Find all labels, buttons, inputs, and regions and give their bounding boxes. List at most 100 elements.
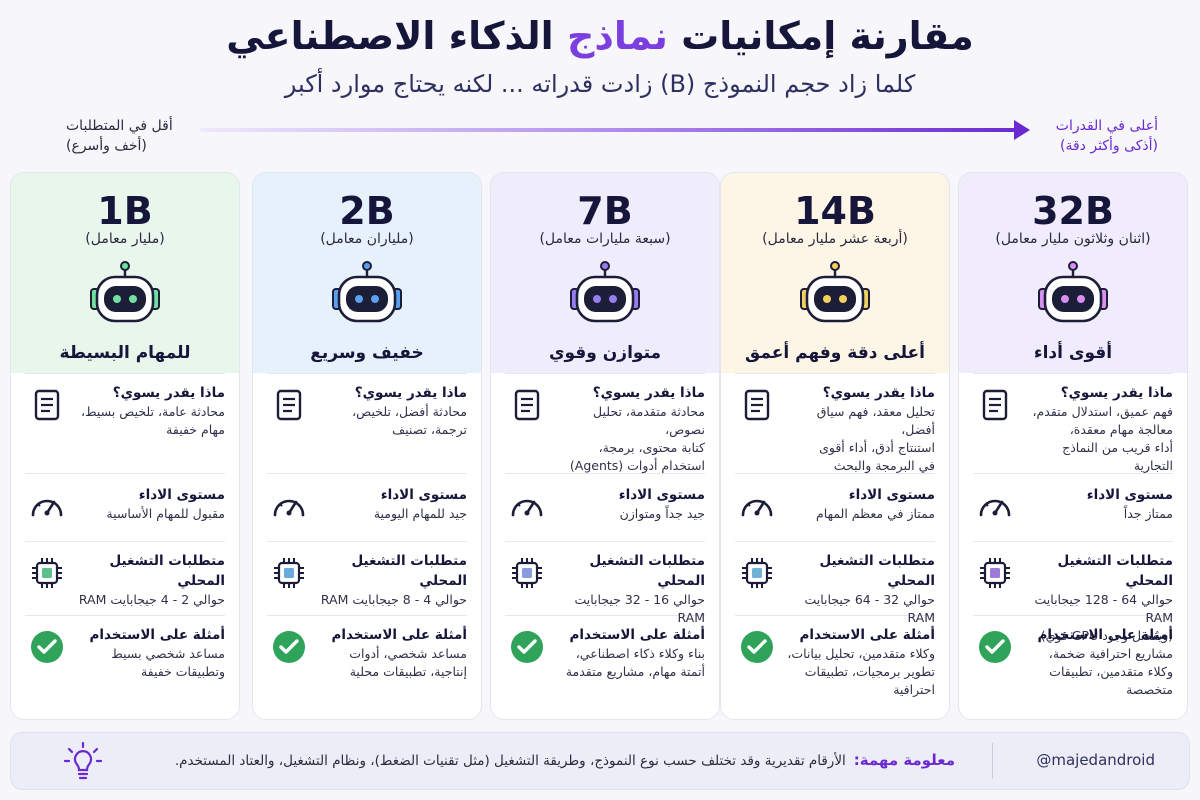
section-divider bbox=[735, 473, 935, 474]
section-divider bbox=[505, 373, 705, 374]
capability-line: معالجة مهام معقدة، bbox=[1069, 422, 1173, 437]
example-line: مساعد شخصي، أدوات bbox=[349, 646, 467, 661]
arrow-head-icon bbox=[1014, 120, 1030, 140]
requirements-icon-wrap bbox=[271, 555, 307, 591]
examples-icon-wrap bbox=[739, 629, 775, 665]
requirements-section: متطلبات التشغيل المحلي حوالي 64 - 128 جيج… bbox=[969, 551, 1173, 645]
speedometer-icon bbox=[741, 499, 773, 517]
capabilities-icon-wrap bbox=[509, 387, 545, 423]
section-divider bbox=[25, 541, 225, 542]
performance-icon-wrap bbox=[271, 489, 307, 525]
check-circle-icon bbox=[511, 631, 543, 663]
examples-section: أمثلة على الاستخدام وكلاء متقدمين، تحليل … bbox=[731, 625, 935, 699]
speedometer-icon bbox=[511, 499, 543, 517]
capabilities-icon-wrap bbox=[977, 387, 1013, 423]
capability-line: في البرمجة والبحث bbox=[833, 458, 935, 473]
robot-avatar bbox=[1035, 259, 1111, 329]
capabilities-section: ماذا يقدر يسوي؟ فهم عميق، استدلال متقدم، م… bbox=[969, 383, 1173, 475]
capabilities-section: ماذا يقدر يسوي؟ محادثة متقدمة، تحليل نصوص… bbox=[501, 383, 705, 475]
section-divider bbox=[505, 615, 705, 616]
model-card-1b: 1B (مليار معامل) للمهام البسيطة ماذا يقدر ي… bbox=[10, 172, 240, 720]
model-card-14b: 14B (أربعة عشر مليار معامل) أعلى دقة وفهم … bbox=[720, 172, 950, 720]
model-size-words: (أربعة عشر مليار معامل) bbox=[762, 231, 908, 247]
examples-title: أمثلة على الاستخدام bbox=[89, 627, 225, 643]
check-circle-icon bbox=[273, 631, 305, 663]
model-size-words: (مليار معامل) bbox=[85, 231, 165, 247]
performance-icon-wrap bbox=[739, 489, 775, 525]
examples-section: أمثلة على الاستخدام مشاريع احترافية ضخمة،… bbox=[969, 625, 1173, 699]
performance-title: مستوى الاداء bbox=[380, 487, 467, 503]
page-title: مقارنة إمكانيات نماذج الذكاء الاصطناعي bbox=[0, 14, 1200, 58]
capabilities-title: ماذا يقدر يسوي؟ bbox=[1060, 385, 1173, 401]
document-icon bbox=[34, 389, 60, 421]
section-divider bbox=[973, 541, 1173, 542]
section-divider bbox=[25, 373, 225, 374]
robot-avatar bbox=[329, 259, 405, 329]
examples-section: أمثلة على الاستخدام مساعد شخصي بسيط وتطبيق… bbox=[21, 625, 225, 681]
capability-line: فهم عميق، استدلال متقدم، bbox=[1032, 404, 1173, 419]
requirement-line: حوالي 64 - 128 جيجابايت RAM bbox=[1034, 592, 1173, 625]
section-divider bbox=[973, 373, 1173, 374]
performance-section: مستوى الاداء مقبول للمهام الأساسية bbox=[21, 485, 225, 523]
performance-section: مستوى الاداء ممتاز في معظم المهام bbox=[731, 485, 935, 523]
capabilities-section: ماذا يقدر يسوي؟ محادثة عامة، تلخيص بسيط، م… bbox=[21, 383, 225, 439]
section-divider bbox=[267, 615, 467, 616]
requirements-title: متطلبات التشغيل المحلي bbox=[819, 553, 935, 589]
robot-icon bbox=[570, 261, 640, 323]
section-divider bbox=[735, 615, 935, 616]
capabilities-title: ماذا يقدر يسوي؟ bbox=[822, 385, 935, 401]
scale-high-label: أعلى في القدرات (أذكى وأكثر دقة) bbox=[1056, 116, 1158, 156]
model-card-7b: 7B (سبعة مليارات معامل) متوازن وقوي ماذا يق… bbox=[490, 172, 720, 720]
model-tagline: متوازن وقوي bbox=[548, 343, 662, 363]
performance-section: مستوى الاداء ممتاز جداً bbox=[969, 485, 1173, 523]
speedometer-icon bbox=[273, 499, 305, 517]
performance-value: جيد جداً ومتوازن bbox=[619, 506, 705, 521]
performance-icon-wrap bbox=[977, 489, 1013, 525]
cpu-chip-icon bbox=[742, 558, 772, 588]
capability-line: ترجمة، تصنيف bbox=[392, 422, 467, 437]
scale-low-line2: (أخف وأسرع) bbox=[66, 138, 147, 154]
example-line: وتطبيقات خفيفة bbox=[140, 664, 225, 679]
examples-title: أمثلة على الاستخدام bbox=[1037, 627, 1173, 643]
requirements-section: متطلبات التشغيل المحلي حوالي 2 - 4 جيجابا… bbox=[21, 551, 225, 609]
section-divider bbox=[25, 473, 225, 474]
document-icon bbox=[982, 389, 1008, 421]
cpu-chip-icon bbox=[980, 558, 1010, 588]
performance-title: مستوى الاداء bbox=[138, 487, 225, 503]
requirements-icon-wrap bbox=[977, 555, 1013, 591]
examples-icon-wrap bbox=[271, 629, 307, 665]
performance-icon-wrap bbox=[509, 489, 545, 525]
example-line: مشاريع احترافية ضخمة، bbox=[1048, 646, 1173, 661]
example-line: وكلاء متقدمين، تحليل بيانات، bbox=[787, 646, 935, 661]
performance-value: ممتاز جداً bbox=[1123, 506, 1173, 521]
example-line: بناء وكلاء ذكاء اصطناعي، bbox=[575, 646, 705, 661]
check-circle-icon bbox=[741, 631, 773, 663]
performance-value: جيد للمهام اليومية bbox=[373, 506, 467, 521]
examples-title: أمثلة على الاستخدام bbox=[331, 627, 467, 643]
example-line: مساعد شخصي بسيط bbox=[111, 646, 225, 661]
requirements-title: متطلبات التشغيل المحلي bbox=[109, 553, 225, 589]
performance-title: مستوى الاداء bbox=[1086, 487, 1173, 503]
speedometer-icon bbox=[31, 499, 63, 517]
examples-icon-wrap bbox=[29, 629, 65, 665]
requirements-section: متطلبات التشغيل المحلي حوالي 16 - 32 جيجا… bbox=[501, 551, 705, 627]
capabilities-title: ماذا يقدر يسوي؟ bbox=[354, 385, 467, 401]
examples-title: أمثلة على الاستخدام bbox=[569, 627, 705, 643]
robot-icon bbox=[1038, 261, 1108, 323]
requirements-icon-wrap bbox=[509, 555, 545, 591]
requirement-line: حوالي 16 - 32 جيجابايت RAM bbox=[574, 592, 705, 625]
scale-low-line1: أقل في المتطلبات bbox=[66, 118, 173, 134]
requirements-icon-wrap bbox=[739, 555, 775, 591]
scale-low-label: أقل في المتطلبات (أخف وأسرع) bbox=[66, 116, 173, 156]
section-divider bbox=[973, 615, 1173, 616]
model-cards: 32B (اثنان وثلاثون مليار معامل) أقوى أداء م… bbox=[10, 172, 1190, 720]
capability-line: استخدام أدوات (Agents) bbox=[569, 458, 705, 473]
speedometer-icon bbox=[979, 499, 1011, 517]
cpu-chip-icon bbox=[32, 558, 62, 588]
model-card-2b: 2B (ملياران معامل) خفيف وسريع ماذا يقدر يسو… bbox=[252, 172, 482, 720]
requirement-line: حوالي 4 - 8 جيجابايت RAM bbox=[320, 592, 467, 607]
model-size: 14B bbox=[794, 189, 876, 233]
model-size-words: (اثنان وثلاثون مليار معامل) bbox=[995, 231, 1151, 247]
capabilities-section: ماذا يقدر يسوي؟ محادثة أفضل، تلخيص، ترجمة،… bbox=[263, 383, 467, 439]
capability-line: أداء قريب من النماذج التجارية bbox=[1062, 440, 1173, 473]
